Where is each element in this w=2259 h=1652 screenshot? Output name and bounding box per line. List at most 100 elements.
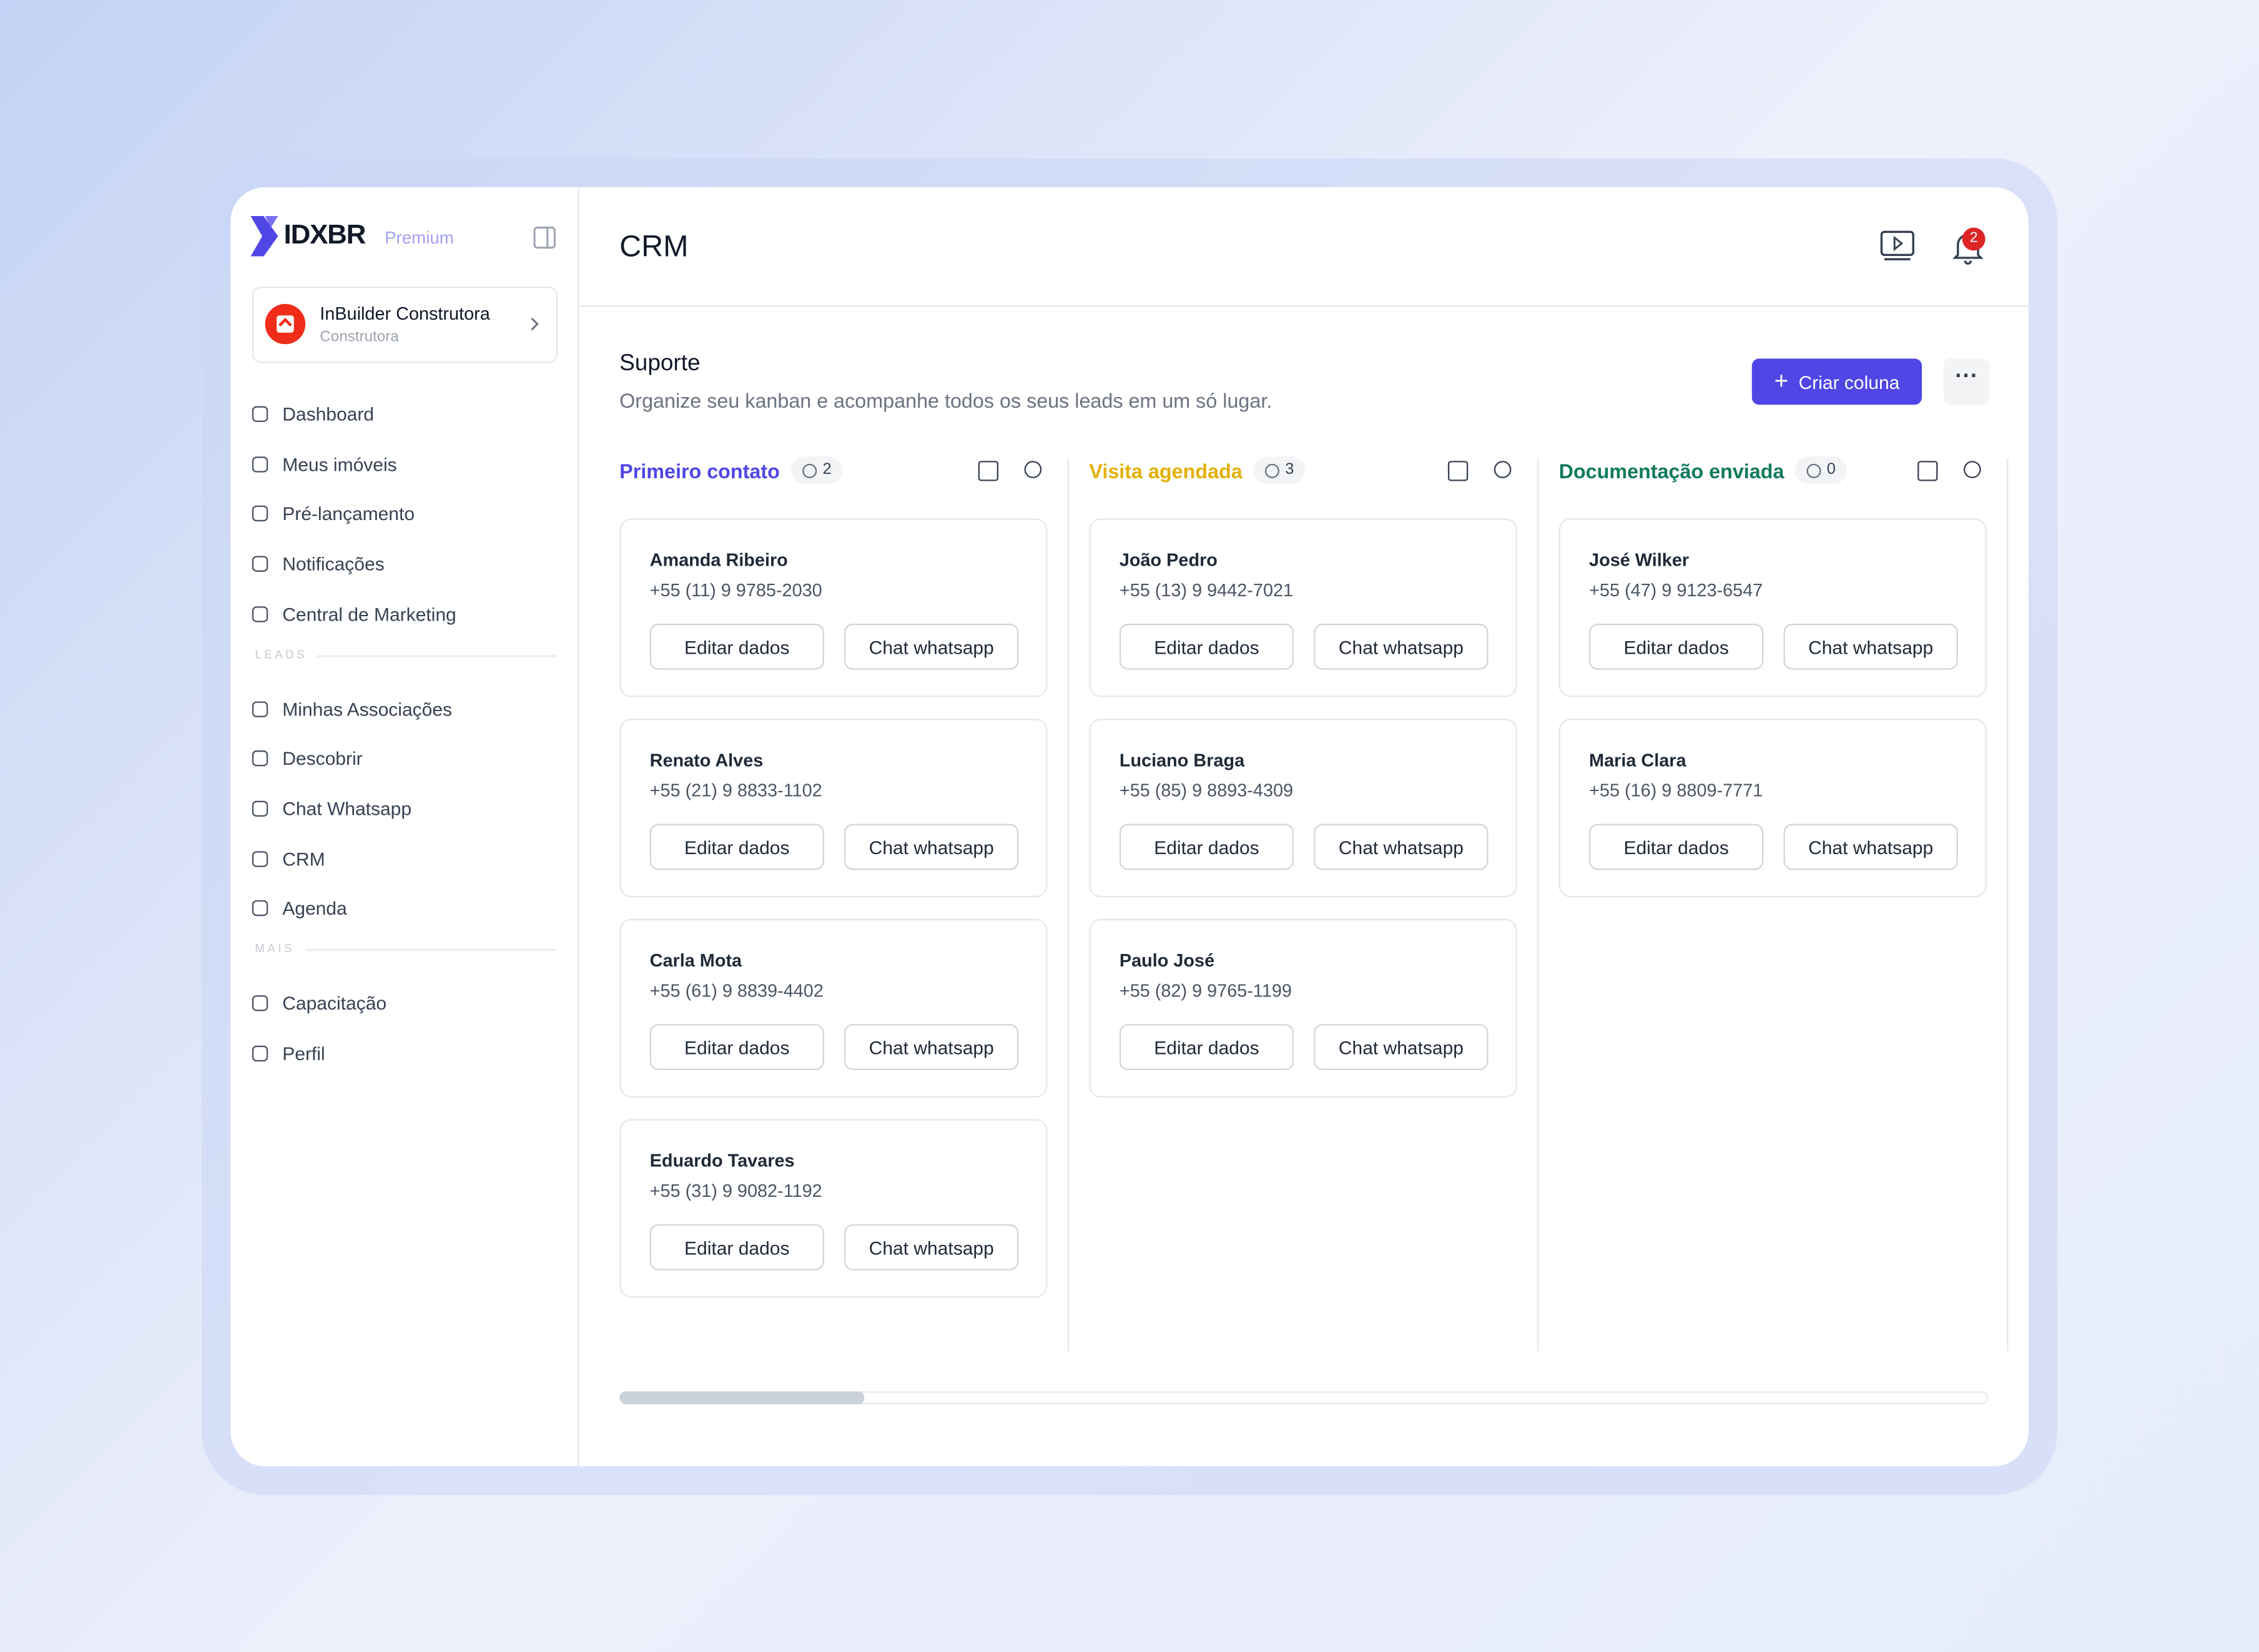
chat-button[interactable]: Chat whatsapp xyxy=(844,623,1019,670)
edit-icon[interactable] xyxy=(1447,461,1469,481)
lead-card: Paulo José +55 (82) 9 9765-1199 Editar dad… xyxy=(1089,918,1517,1098)
column-divider xyxy=(2007,458,2009,1351)
edit-icon[interactable] xyxy=(1917,461,1938,481)
brand-name: IDXBR xyxy=(283,220,367,251)
nav-icon xyxy=(252,800,268,817)
edit-button[interactable]: Editar dados xyxy=(649,1224,824,1271)
video-icon[interactable] xyxy=(1880,230,1914,262)
lead-phone: +55 (16) 9 8809-7771 xyxy=(1589,780,1763,801)
nav-item[interactable]: Notificações xyxy=(282,553,385,575)
chat-button[interactable]: Chat whatsapp xyxy=(844,1224,1019,1271)
lead-phone: +55 (47) 9 9123-6547 xyxy=(1589,580,1763,601)
lead-phone: +55 (31) 9 9082-1192 xyxy=(649,1181,822,1201)
logo-icon xyxy=(250,216,278,257)
edit-icon[interactable] xyxy=(978,461,999,481)
create-column-label: Criar coluna xyxy=(1798,371,1900,393)
edit-button[interactable]: Editar dados xyxy=(1119,824,1294,870)
chat-button[interactable]: Chat whatsapp xyxy=(1783,623,1958,670)
count-chip: 0 xyxy=(1795,456,1848,484)
company-type: Construtora xyxy=(320,328,399,346)
lead-card: Renato Alves +55 (21) 9 8833-1102 Editar d… xyxy=(619,719,1048,898)
collapse-icon[interactable] xyxy=(533,226,556,249)
lead-card: Carla Mota +55 (61) 9 8839-4402 Editar dad… xyxy=(619,918,1048,1098)
company-name: InBuilder Construtora xyxy=(320,303,490,325)
chat-button[interactable]: Chat whatsapp xyxy=(1314,623,1489,670)
edit-button[interactable]: Editar dados xyxy=(1119,1024,1294,1071)
board-title: Suporte xyxy=(619,351,701,376)
lead-card: Maria Clara +55 (16) 9 8809-7771 Editar da… xyxy=(1558,719,1987,898)
nav-item[interactable]: Capacitação xyxy=(282,992,387,1015)
lead-phone: +55 (13) 9 9442-7021 xyxy=(1119,580,1294,601)
nav-item[interactable]: Meus imóveis xyxy=(282,453,397,475)
lead-name: José Wilker xyxy=(1589,550,1690,571)
column-title: Documentação enviada xyxy=(1558,459,1784,483)
nav-item[interactable]: Descobrir xyxy=(282,747,363,770)
board-subtitle: Organize seu kanban e acompanhe todos os… xyxy=(619,388,1272,412)
chat-button[interactable]: Chat whatsapp xyxy=(844,1024,1019,1071)
brand-tier: Premium xyxy=(385,227,454,248)
chat-button[interactable]: Chat whatsapp xyxy=(844,824,1019,870)
count-chip: 3 xyxy=(1253,456,1306,484)
comment-icon xyxy=(802,463,817,478)
lead-name: Luciano Braga xyxy=(1119,750,1245,771)
section-label: MAIS xyxy=(255,942,295,955)
comment-icon xyxy=(1264,463,1279,478)
nav-icon xyxy=(252,406,268,422)
company-logo xyxy=(265,303,306,345)
scroll-thumb[interactable] xyxy=(619,1391,865,1405)
lead-phone: +55 (61) 9 8839-4402 xyxy=(649,980,824,1001)
nav-icon xyxy=(252,900,268,917)
nav-icon xyxy=(252,701,268,717)
column-title: Visita agendada xyxy=(1089,459,1243,483)
nav-item[interactable]: CRM xyxy=(282,847,325,870)
lead-phone: +55 (21) 9 8833-1102 xyxy=(649,780,822,801)
lead-name: Renato Alves xyxy=(649,750,764,771)
search-icon[interactable] xyxy=(1494,461,1512,478)
lead-name: Carla Mota xyxy=(649,950,742,971)
nav-item[interactable]: Pré-lançamento xyxy=(282,503,415,525)
nav-item[interactable]: Central de Marketing xyxy=(282,603,456,625)
column-divider xyxy=(1537,458,1539,1351)
chat-button[interactable]: Chat whatsapp xyxy=(1314,824,1489,870)
lead-phone: +55 (85) 9 8893-4309 xyxy=(1119,780,1294,801)
lead-name: Maria Clara xyxy=(1589,750,1686,771)
nav-icon xyxy=(252,556,268,573)
nav-item[interactable]: Perfil xyxy=(282,1042,325,1064)
app-window: IDXBR Premium InBuilder Construtora Cons… xyxy=(230,187,2029,1467)
edit-button[interactable]: Editar dados xyxy=(1119,623,1294,670)
edit-button[interactable]: Editar dados xyxy=(1589,623,1764,670)
edit-button[interactable]: Editar dados xyxy=(649,824,824,870)
edit-button[interactable]: Editar dados xyxy=(1589,824,1764,870)
page-title: CRM xyxy=(619,230,689,264)
lead-name: Paulo José xyxy=(1119,950,1215,971)
nav-item[interactable]: Chat Whatsapp xyxy=(282,797,412,820)
chevron xyxy=(531,317,539,331)
chat-button[interactable]: Chat whatsapp xyxy=(1314,1024,1489,1071)
company-selector[interactable] xyxy=(252,287,558,363)
chat-button[interactable]: Chat whatsapp xyxy=(1783,824,1958,870)
nav-item[interactable]: Dashboard xyxy=(282,403,375,425)
nav-item[interactable]: Agenda xyxy=(282,897,347,920)
section-rule xyxy=(317,654,556,656)
create-column-button[interactable]: + Criar coluna xyxy=(1751,358,1922,405)
edit-button[interactable]: Editar dados xyxy=(649,1024,824,1071)
column-title: Primeiro contato xyxy=(619,459,780,483)
nav-icon xyxy=(252,1045,268,1061)
search-icon[interactable] xyxy=(1963,461,1981,478)
lead-name: Eduardo Tavares xyxy=(649,1151,795,1171)
nav-icon xyxy=(252,850,268,867)
notification-badge: 2 xyxy=(1962,227,1986,251)
more-button[interactable]: ··· xyxy=(1943,358,1990,405)
lead-card: Luciano Braga +55 (85) 9 8893-4309 Editar … xyxy=(1089,719,1517,898)
lead-card: José Wilker +55 (47) 9 9123-6547 Editar da… xyxy=(1558,518,1987,697)
nav-icon xyxy=(252,995,268,1011)
lead-card: João Pedro +55 (13) 9 9442-7021 Editar dad… xyxy=(1089,518,1517,697)
lead-phone: +55 (82) 9 9765-1199 xyxy=(1119,980,1292,1001)
header-border xyxy=(579,305,2029,307)
lead-card: Eduardo Tavares +55 (31) 9 9082-1192 Edita… xyxy=(619,1119,1048,1298)
count-chip: 2 xyxy=(790,456,844,484)
search-icon[interactable] xyxy=(1024,461,1042,478)
nav-item[interactable]: Minhas Associações xyxy=(282,697,453,720)
edit-button[interactable]: Editar dados xyxy=(649,623,824,670)
